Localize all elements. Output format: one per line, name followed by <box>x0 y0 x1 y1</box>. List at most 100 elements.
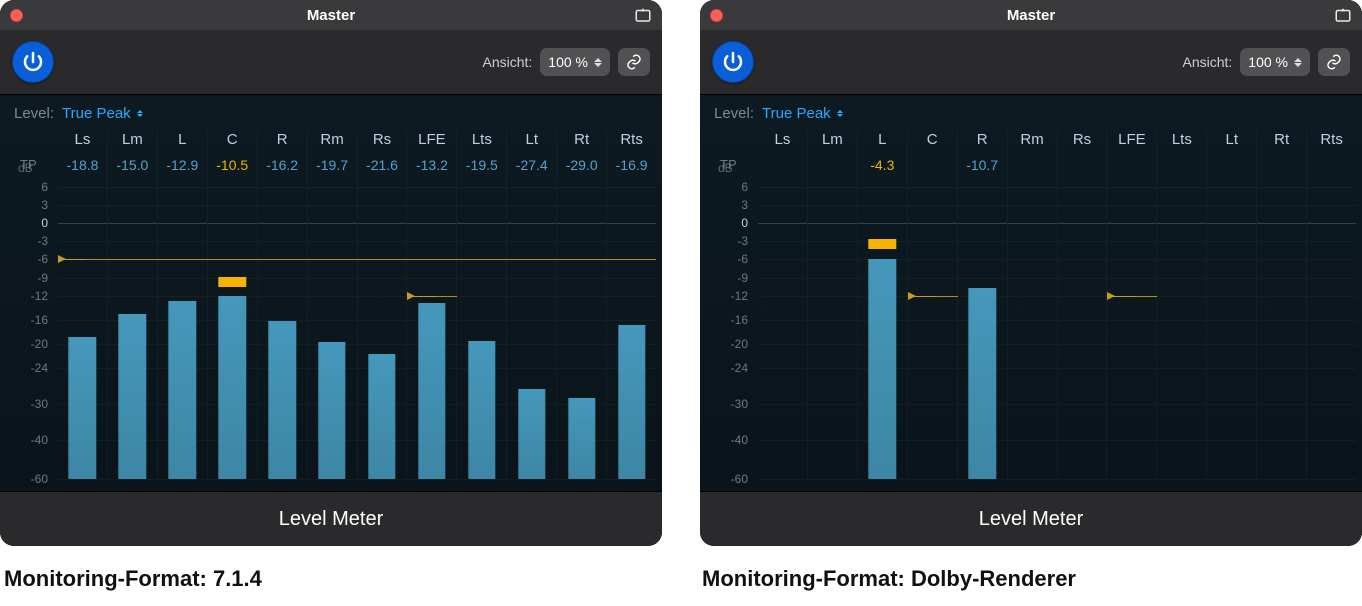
y-axis-scale: dB 630-3-6-9-12-16-20-24-30-40-60 <box>714 155 754 479</box>
channel-label: Rm <box>1008 131 1057 148</box>
y-tick: 0 <box>18 216 54 230</box>
y-tick: -20 <box>18 337 54 351</box>
plugin-window-right: Master Ansicht: 100 % Level: True Peak d… <box>700 0 1362 546</box>
popout-icon[interactable] <box>1334 6 1352 24</box>
window-title: Master <box>0 7 662 24</box>
channel-label: Rm <box>308 131 357 148</box>
channel-label: Lt <box>1207 131 1256 148</box>
zoom-value: 100 % <box>548 54 588 70</box>
chevron-updown-icon <box>137 110 143 117</box>
tp-value: -15.0 <box>108 157 157 173</box>
chart-area <box>1207 187 1256 479</box>
power-button[interactable] <box>12 41 54 83</box>
y-tick: 6 <box>18 180 54 194</box>
chart-area <box>808 187 857 479</box>
chart-area <box>1257 187 1306 479</box>
meter-column-lts: Lts -19.5 <box>457 131 507 479</box>
level-mode-select[interactable]: True Peak <box>62 105 143 122</box>
y-tick: -60 <box>18 472 54 486</box>
chart-area <box>1008 187 1057 479</box>
channel-label: Rts <box>607 131 656 148</box>
meter-column-ls: Ls-18.8TP <box>58 131 108 479</box>
threshold-line[interactable] <box>1107 296 1157 297</box>
meter-column-c: C -10.5 <box>208 131 258 479</box>
channel-label: L <box>158 131 207 148</box>
chart-area <box>557 187 606 479</box>
zoom-select[interactable]: 100 % <box>1240 48 1310 76</box>
close-icon[interactable] <box>10 9 23 22</box>
y-tick: -24 <box>18 361 54 375</box>
tp-value: -18.8 <box>58 157 107 173</box>
channel-label: L <box>858 131 907 148</box>
chart-area <box>607 187 656 479</box>
link-button[interactable] <box>1318 48 1350 76</box>
meter-column-lfe: LFE <box>1107 131 1157 479</box>
zoom-select[interactable]: 100 % <box>540 48 610 76</box>
meter-area: Level: True Peak dB 630-3-6-9-12-16-20-2… <box>0 94 662 492</box>
y-tick: -60 <box>718 472 754 486</box>
chart-area <box>358 187 407 479</box>
level-bar <box>368 354 395 480</box>
zoom-value: 100 % <box>1248 54 1288 70</box>
level-bar <box>318 342 345 479</box>
y-tick: 3 <box>18 198 54 212</box>
channel-label: LFE <box>407 131 456 148</box>
meter-area: Level: True Peak dB 630-3-6-9-12-16-20-2… <box>700 94 1362 492</box>
tp-value: -19.5 <box>457 157 506 173</box>
tp-value: -19.7 <box>308 157 357 173</box>
y-tick: -24 <box>718 361 754 375</box>
chart-area <box>208 187 257 479</box>
channel-label: Lts <box>457 131 506 148</box>
tp-value: -10.7 <box>958 157 1007 173</box>
tp-row-label: TP <box>20 157 37 172</box>
threshold-line[interactable] <box>908 296 958 297</box>
channel-label: Rt <box>557 131 606 148</box>
level-mode-select[interactable]: True Peak <box>762 105 843 122</box>
meter-column-rm: Rm -19.7 <box>308 131 358 479</box>
y-tick: -9 <box>718 271 754 285</box>
power-button[interactable] <box>712 41 754 83</box>
y-tick: -6 <box>718 252 754 266</box>
channel-label: Rs <box>1058 131 1107 148</box>
meter-columns: Ls-18.8TPLm-15.0L-12.9C-10.5R-16.2Rm-19.… <box>58 131 656 479</box>
toolbar: Ansicht: 100 % <box>0 30 662 94</box>
chart-area <box>407 187 456 479</box>
y-tick: -30 <box>718 397 754 411</box>
meter-column-l: L-12.9 <box>158 131 208 479</box>
chart-area <box>758 187 807 479</box>
caption-left: Monitoring-Format: 7.1.4 <box>4 566 262 592</box>
meter-column-lm: Lm-15.0 <box>108 131 158 479</box>
popout-icon[interactable] <box>634 6 652 24</box>
chevron-updown-icon <box>1294 58 1302 67</box>
channel-label: R <box>958 131 1007 148</box>
meter-column-lm: Lm <box>808 131 858 479</box>
channel-label: Ls <box>58 131 107 148</box>
meter-column-lt: Lt <box>1207 131 1257 479</box>
meter-column-rts: Rts <box>1307 131 1356 479</box>
chart-area <box>1107 187 1156 479</box>
level-bar <box>518 389 545 479</box>
channel-label: Lt <box>507 131 556 148</box>
threshold-line[interactable] <box>407 296 457 297</box>
link-button[interactable] <box>618 48 650 76</box>
toolbar: Ansicht: 100 % <box>700 30 1362 94</box>
y-tick: -40 <box>18 433 54 447</box>
channel-label: C <box>208 131 257 148</box>
level-bar <box>219 296 246 479</box>
chart-area <box>507 187 556 479</box>
meter-column-c: C <box>908 131 958 479</box>
tp-value: -27.4 <box>507 157 556 173</box>
meter-column-rt: Rt-29.0 <box>557 131 607 479</box>
close-icon[interactable] <box>710 9 723 22</box>
peak-indicator <box>869 239 896 249</box>
level-label: Level: <box>714 105 754 122</box>
y-tick: -16 <box>718 313 754 327</box>
channel-label: LFE <box>1107 131 1156 148</box>
titlebar: Master <box>700 0 1362 30</box>
channel-label: C <box>908 131 957 148</box>
tp-value: -10.5 <box>208 157 257 173</box>
channel-label: Ls <box>758 131 807 148</box>
y-tick: -6 <box>18 252 54 266</box>
channel-label: Rs <box>358 131 407 148</box>
chart-area <box>908 187 957 479</box>
